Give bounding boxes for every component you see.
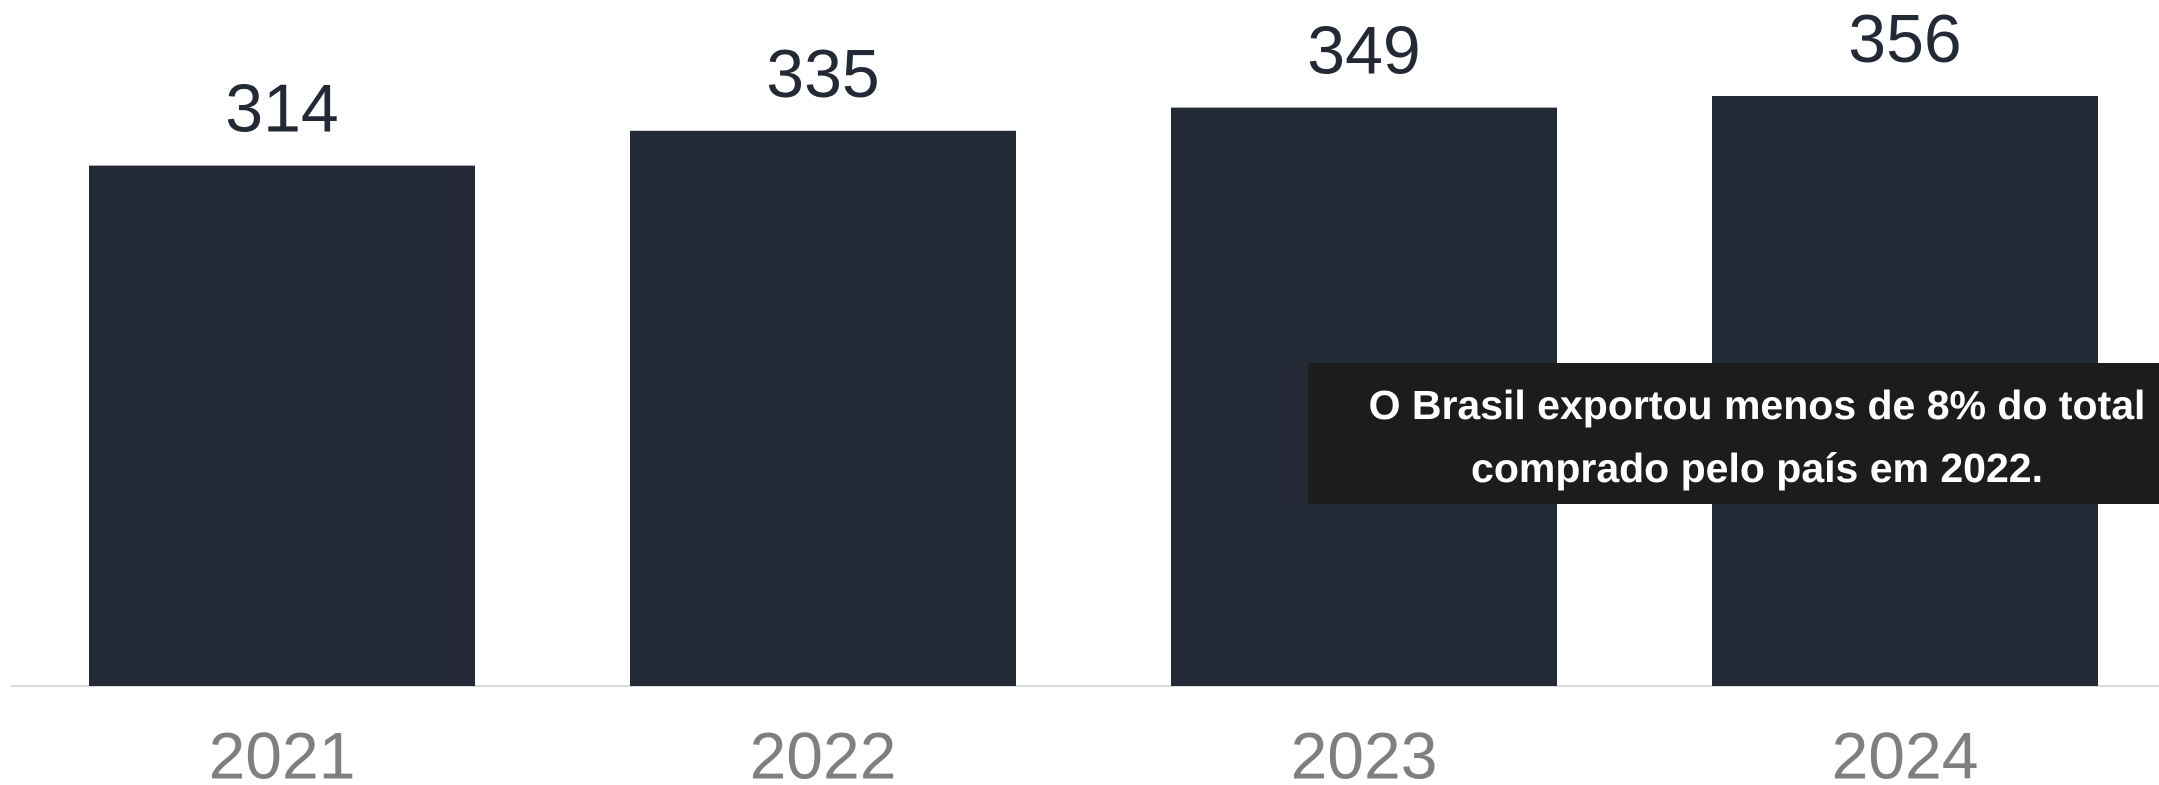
bar — [89, 165, 475, 686]
x-tick-label: 2022 — [750, 718, 897, 785]
annotation-box — [1308, 363, 2159, 504]
value-label: 314 — [225, 71, 338, 147]
x-tick-label: 2024 — [1832, 718, 1979, 785]
value-label: 349 — [1307, 13, 1420, 89]
annotation: O Brasil exportou menos de 8% do total c… — [1308, 363, 2159, 504]
x-tick-label: 2023 — [1291, 718, 1438, 785]
value-label: 335 — [766, 36, 879, 112]
bar — [630, 130, 1016, 687]
value-label: 356 — [1848, 1, 1961, 77]
annotation-text: comprado pelo país em 2022. — [1471, 445, 2043, 491]
annotation-text: O Brasil exportou menos de 8% do total — [1369, 382, 2146, 428]
x-tick-label: 2021 — [209, 718, 356, 785]
